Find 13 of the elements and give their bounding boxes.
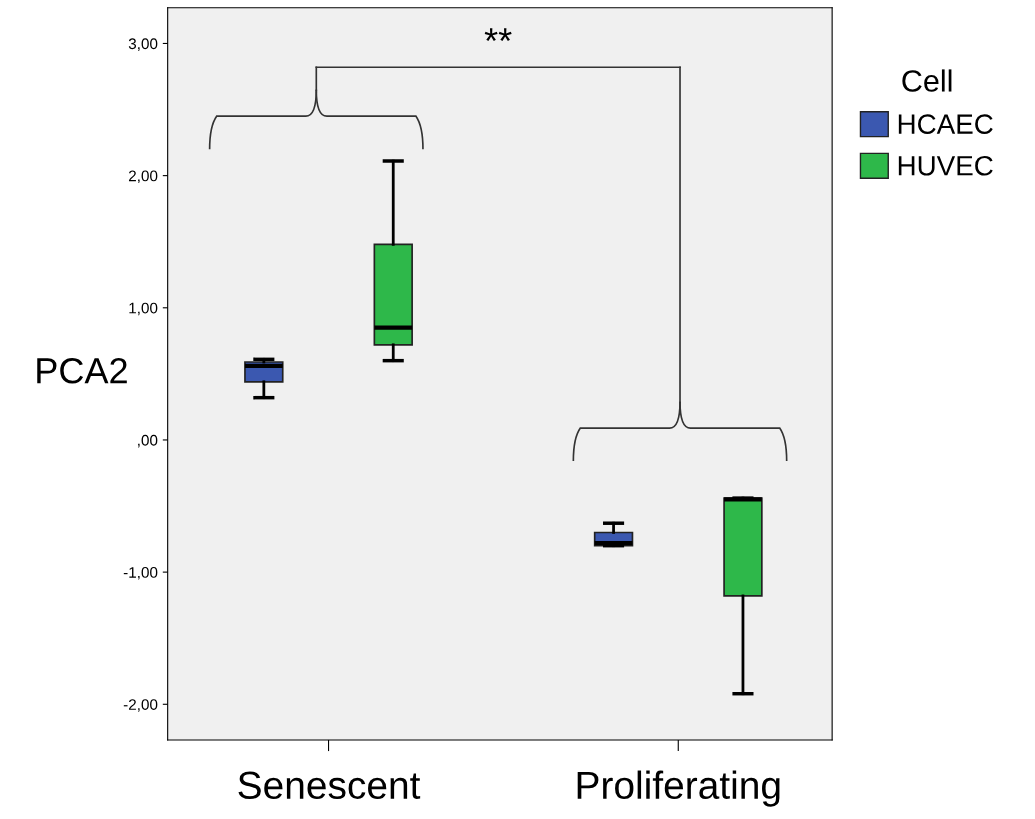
y-tick-label: 3,00: [128, 38, 158, 51]
y-tick-label: 2,00: [128, 170, 158, 184]
y-axis-title: PCA2: [37, 358, 127, 384]
y-tick-label: -2,00: [123, 699, 158, 712]
legend-label: HCAEC: [898, 114, 993, 134]
x-tick-label: Proliferating: [577, 770, 780, 807]
y-tick-label: -1,00: [123, 566, 158, 580]
legend-title: Cell: [902, 69, 952, 92]
y-tick-label: ,00: [138, 434, 158, 448]
x-tick-label: Senescent: [238, 771, 421, 800]
y-tick-label: 1,00: [129, 302, 158, 316]
annotation: **: [484, 28, 512, 41]
legend-label: HUVEC: [898, 155, 993, 176]
